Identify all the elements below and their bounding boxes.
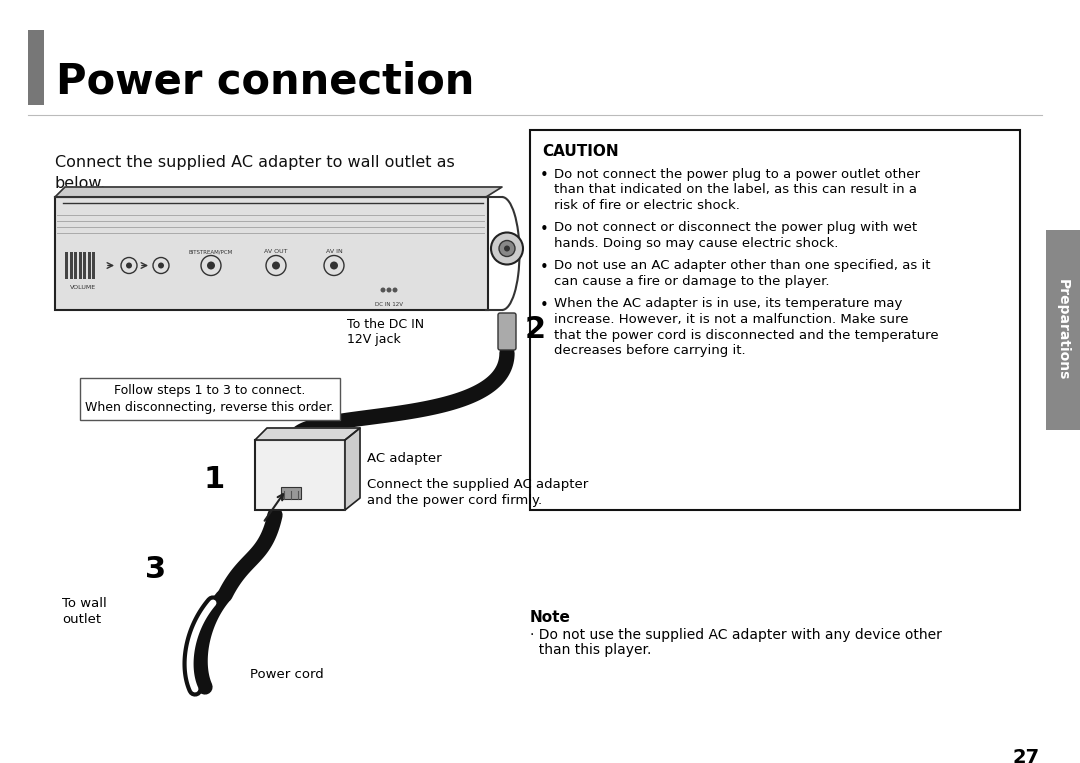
Text: that the power cord is disconnected and the temperature: that the power cord is disconnected and …	[554, 329, 939, 342]
Text: hands. Doing so may cause electric shock.: hands. Doing so may cause electric shock…	[554, 237, 838, 250]
Text: risk of fire or electric shock.: risk of fire or electric shock.	[554, 199, 740, 212]
Bar	[55, 197, 488, 310]
Bar	[255, 440, 345, 510]
Text: CAUTION: CAUTION	[542, 144, 619, 159]
Circle shape	[330, 262, 338, 269]
Circle shape	[207, 262, 215, 269]
Text: Do not connect or disconnect the power plug with wet: Do not connect or disconnect the power p…	[554, 221, 917, 234]
Text: •: •	[540, 221, 549, 237]
Text: Preparations: Preparations	[1056, 279, 1070, 381]
Bar	[281, 487, 301, 499]
Text: To the DC IN: To the DC IN	[347, 318, 424, 331]
Bar	[1047, 230, 1080, 430]
Circle shape	[491, 233, 523, 265]
Circle shape	[153, 257, 168, 273]
Text: Connect the supplied AC adapter: Connect the supplied AC adapter	[367, 478, 589, 491]
Text: Do not connect the power plug to a power outlet other: Do not connect the power plug to a power…	[554, 168, 920, 181]
Text: · Do not use the supplied AC adapter with any device other: · Do not use the supplied AC adapter wit…	[530, 628, 942, 642]
Circle shape	[387, 288, 391, 292]
Text: below.: below.	[55, 176, 106, 191]
Text: AC adapter: AC adapter	[367, 452, 442, 465]
Text: 2: 2	[525, 315, 546, 344]
Bar	[80, 378, 340, 420]
Text: BITSTREAM/PCM: BITSTREAM/PCM	[189, 249, 233, 254]
Text: •: •	[540, 259, 549, 275]
Circle shape	[158, 262, 164, 269]
Text: When disconnecting, reverse this order.: When disconnecting, reverse this order.	[85, 401, 335, 414]
Polygon shape	[255, 428, 360, 440]
Circle shape	[201, 256, 221, 275]
Text: Connect the supplied AC adapter to wall outlet as: Connect the supplied AC adapter to wall …	[55, 155, 455, 170]
Text: 12V jack: 12V jack	[347, 333, 401, 346]
Bar	[83, 252, 86, 279]
Text: and the power cord firmly.: and the power cord firmly.	[367, 494, 542, 507]
Text: •: •	[540, 298, 549, 313]
Circle shape	[272, 262, 280, 269]
Text: VOLUME: VOLUME	[70, 285, 96, 290]
Circle shape	[126, 262, 132, 269]
Text: than that indicated on the label, as this can result in a: than that indicated on the label, as thi…	[554, 183, 917, 197]
Text: Note: Note	[530, 610, 571, 625]
Bar	[87, 252, 91, 279]
Bar	[79, 252, 81, 279]
Bar	[69, 252, 72, 279]
Circle shape	[266, 256, 286, 275]
Text: than this player.: than this player.	[530, 643, 651, 657]
Text: 27: 27	[1013, 748, 1040, 763]
Circle shape	[121, 257, 137, 273]
Text: AV OUT: AV OUT	[265, 249, 287, 254]
Text: •: •	[540, 168, 549, 183]
Circle shape	[392, 288, 397, 292]
Bar	[530, 130, 1020, 510]
Text: Do not use an AC adapter other than one specified, as it: Do not use an AC adapter other than one …	[554, 259, 931, 272]
Text: DC IN 12V: DC IN 12V	[375, 302, 403, 307]
Bar	[92, 252, 95, 279]
Text: 1: 1	[204, 465, 225, 494]
Text: Follow steps 1 to 3 to connect.: Follow steps 1 to 3 to connect.	[114, 384, 306, 397]
FancyBboxPatch shape	[498, 313, 516, 350]
Circle shape	[324, 256, 345, 275]
Text: AV IN: AV IN	[326, 249, 342, 254]
Circle shape	[499, 240, 515, 256]
Text: can cause a fire or damage to the player.: can cause a fire or damage to the player…	[554, 275, 829, 288]
Text: 3: 3	[145, 555, 166, 584]
Text: Power cord: Power cord	[249, 668, 324, 681]
Text: increase. However, it is not a malfunction. Make sure: increase. However, it is not a malfuncti…	[554, 313, 908, 326]
Text: Power connection: Power connection	[56, 60, 474, 102]
Text: outlet: outlet	[62, 613, 102, 626]
Bar	[28, 30, 44, 105]
Polygon shape	[55, 187, 502, 197]
Text: To wall: To wall	[62, 597, 107, 610]
Text: decreases before carrying it.: decreases before carrying it.	[554, 344, 745, 357]
Bar	[75, 252, 77, 279]
Polygon shape	[345, 428, 360, 510]
Text: When the AC adapter is in use, its temperature may: When the AC adapter is in use, its tempe…	[554, 298, 903, 311]
Circle shape	[504, 246, 510, 252]
Circle shape	[380, 288, 386, 292]
Bar	[65, 252, 68, 279]
